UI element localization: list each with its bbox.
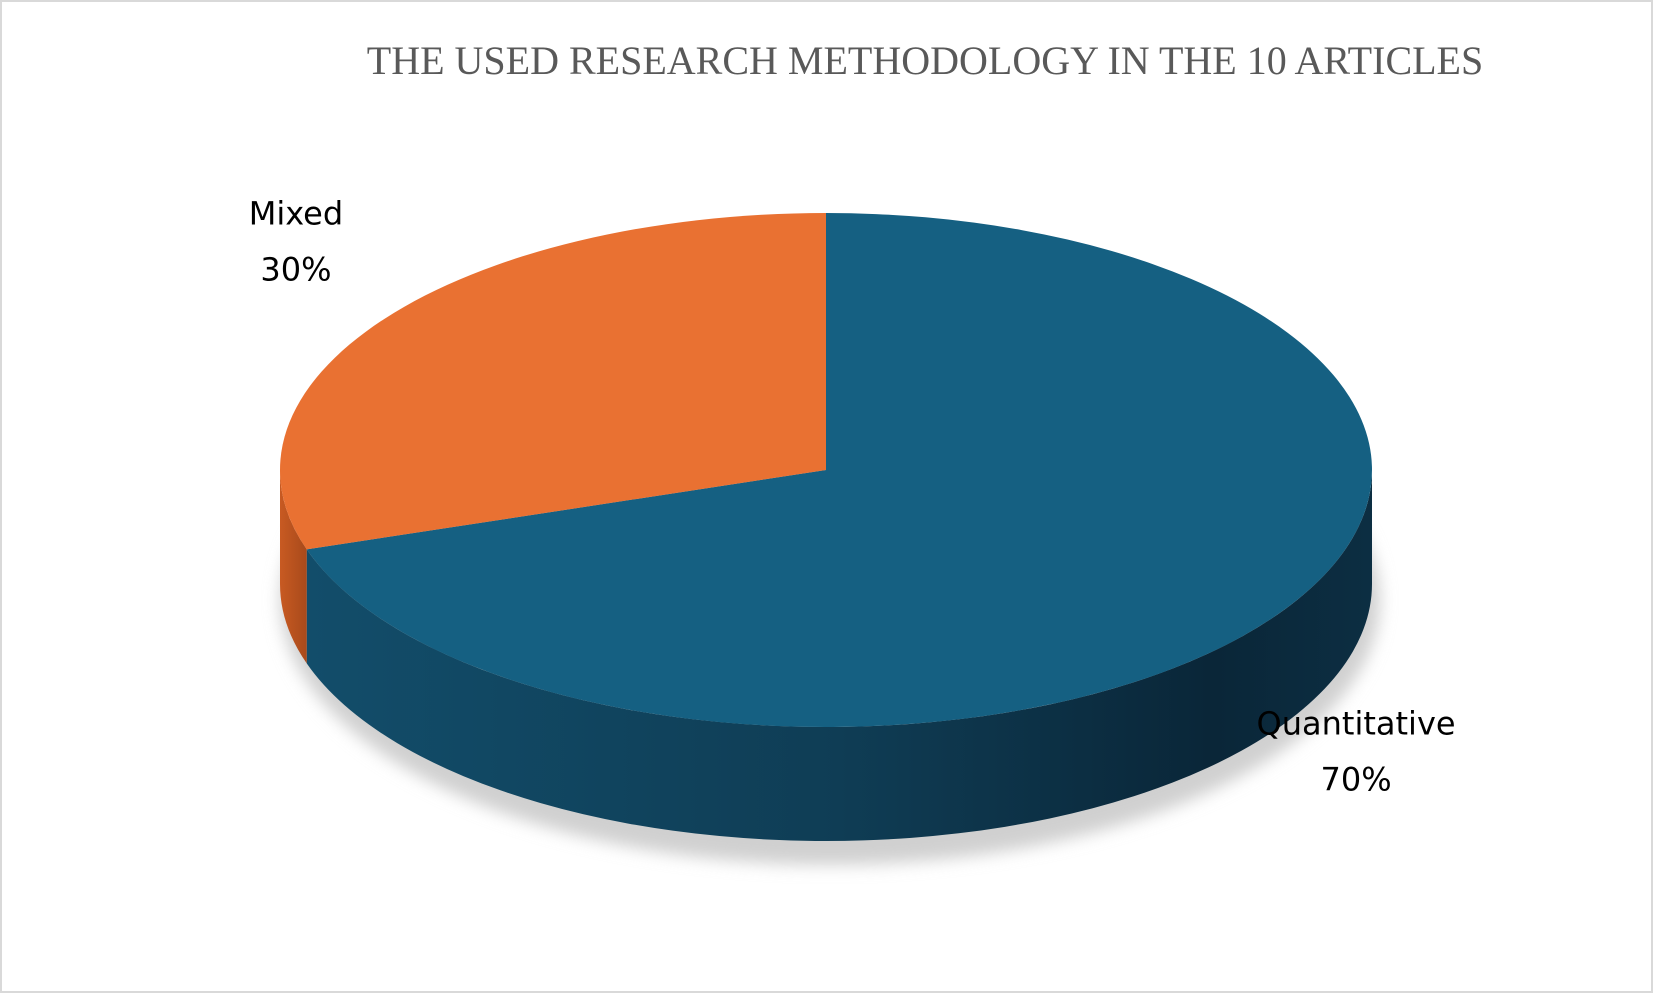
pie xyxy=(279,213,1372,841)
data-label-value: 30% xyxy=(260,250,331,288)
data-label-value: 70% xyxy=(1321,761,1392,799)
data-label-category: Quantitative xyxy=(1257,705,1456,743)
slice-side xyxy=(306,470,1372,841)
slice xyxy=(306,213,1372,727)
slice xyxy=(279,213,826,550)
chart-title: THE USED RESEARCH METHODOLOGY IN THE 10 … xyxy=(367,38,1483,83)
slice-side xyxy=(280,470,307,664)
data-label-category: Mixed xyxy=(249,194,343,232)
